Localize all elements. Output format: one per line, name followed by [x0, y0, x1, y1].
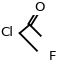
Text: O: O [34, 1, 45, 14]
Text: Cl: Cl [0, 26, 13, 39]
Text: F: F [49, 50, 56, 63]
